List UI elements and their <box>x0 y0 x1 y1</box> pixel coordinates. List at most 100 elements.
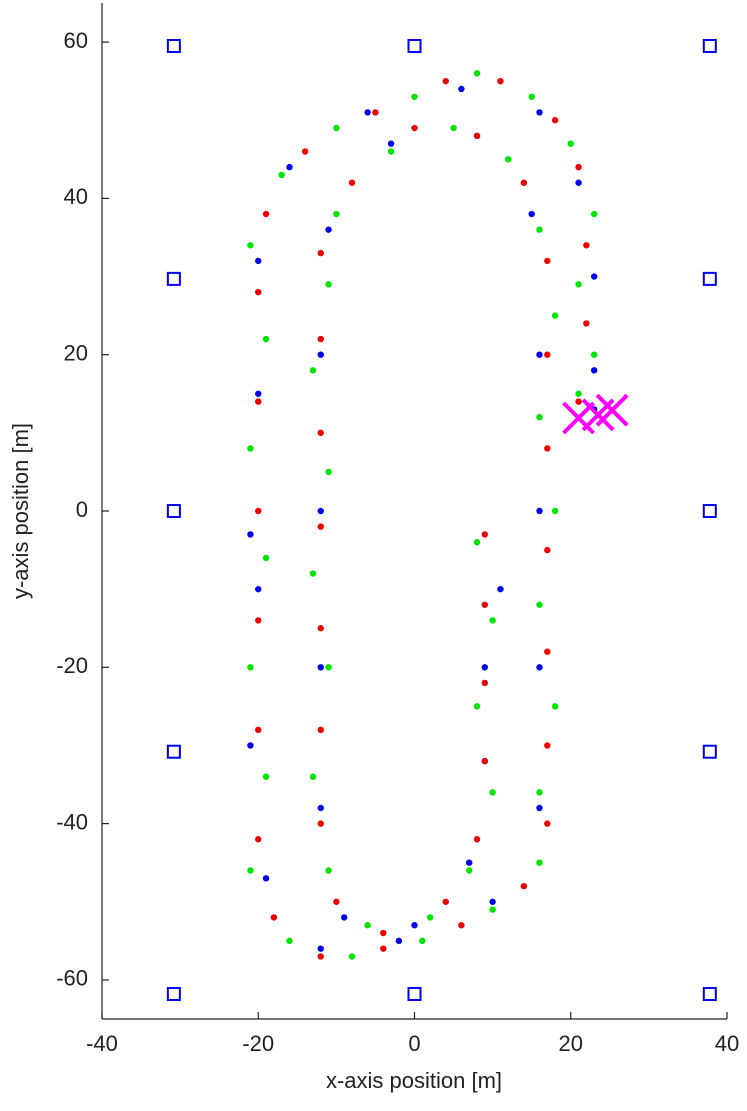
point <box>317 335 324 343</box>
point <box>520 179 528 186</box>
point <box>317 945 324 952</box>
point <box>551 507 559 515</box>
point <box>473 836 481 843</box>
point <box>255 585 262 593</box>
point <box>247 242 254 249</box>
point <box>317 820 324 827</box>
anchor-marker <box>166 38 181 53</box>
point <box>247 531 254 538</box>
point <box>309 367 317 374</box>
y-tick-label: 40 <box>64 184 88 209</box>
point <box>411 124 418 132</box>
point <box>536 789 543 796</box>
point <box>317 249 324 257</box>
point <box>544 257 551 265</box>
point <box>551 312 559 319</box>
point <box>544 648 551 655</box>
point <box>536 414 543 421</box>
point <box>325 281 332 288</box>
anchor-marker <box>702 271 717 286</box>
point <box>520 882 528 890</box>
y-tick-label: -40 <box>56 809 88 834</box>
point <box>481 664 489 671</box>
point <box>317 664 324 671</box>
point <box>590 351 598 358</box>
point <box>247 664 254 671</box>
point <box>528 210 535 218</box>
anchor-marker <box>166 744 181 759</box>
point <box>575 398 582 405</box>
point <box>411 93 418 100</box>
point <box>583 242 590 249</box>
point <box>325 867 332 874</box>
x-tick-label: -40 <box>86 1031 118 1056</box>
point <box>536 109 543 116</box>
point <box>551 703 559 710</box>
point <box>419 937 426 945</box>
point <box>583 320 590 327</box>
x-tick-label: 20 <box>559 1031 583 1056</box>
point <box>411 922 418 929</box>
anchor-marker <box>702 744 717 759</box>
point <box>481 531 489 538</box>
point <box>255 507 262 515</box>
point <box>536 601 543 608</box>
point <box>536 664 543 671</box>
point <box>372 109 379 116</box>
point <box>270 914 278 921</box>
point <box>333 124 340 132</box>
point <box>489 617 496 624</box>
point <box>458 85 465 93</box>
point <box>286 937 293 945</box>
anchor-marker <box>702 38 717 53</box>
point <box>317 351 324 358</box>
point <box>465 867 473 874</box>
x-tick-label: 40 <box>715 1031 739 1056</box>
point <box>380 929 387 937</box>
point <box>590 210 598 218</box>
point <box>575 390 582 397</box>
point <box>575 179 582 186</box>
point <box>333 210 340 218</box>
point <box>442 77 449 85</box>
y-axis-label: y-axis position [m] <box>8 423 33 599</box>
point <box>536 804 543 812</box>
point <box>255 617 262 624</box>
point <box>317 726 324 734</box>
y-tick-label: 60 <box>64 28 88 53</box>
anchor-marker <box>166 504 181 518</box>
anchor-marker <box>166 271 181 286</box>
point <box>442 898 449 905</box>
point <box>505 156 512 163</box>
point <box>551 117 559 124</box>
point <box>255 726 262 734</box>
point <box>590 273 598 280</box>
point <box>247 445 254 452</box>
point <box>450 124 457 132</box>
point <box>528 93 535 100</box>
point <box>567 140 574 147</box>
point <box>278 171 285 179</box>
point <box>255 398 262 405</box>
point <box>317 507 324 515</box>
point <box>489 898 496 905</box>
y-tick-label: -60 <box>56 966 88 991</box>
anchor-marker <box>407 986 422 1001</box>
point <box>286 163 293 171</box>
point <box>333 898 340 905</box>
point <box>340 914 348 921</box>
point <box>536 226 543 233</box>
point <box>575 163 582 171</box>
point <box>325 664 332 671</box>
point <box>348 953 356 960</box>
point <box>536 351 543 358</box>
x-axis-label: x-axis position [m] <box>326 1068 502 1093</box>
point <box>465 859 473 866</box>
point <box>262 335 270 343</box>
point <box>317 523 324 530</box>
point <box>481 757 489 765</box>
point <box>497 585 504 593</box>
anchor-marker <box>407 38 422 53</box>
point <box>544 546 551 554</box>
point <box>473 132 481 140</box>
